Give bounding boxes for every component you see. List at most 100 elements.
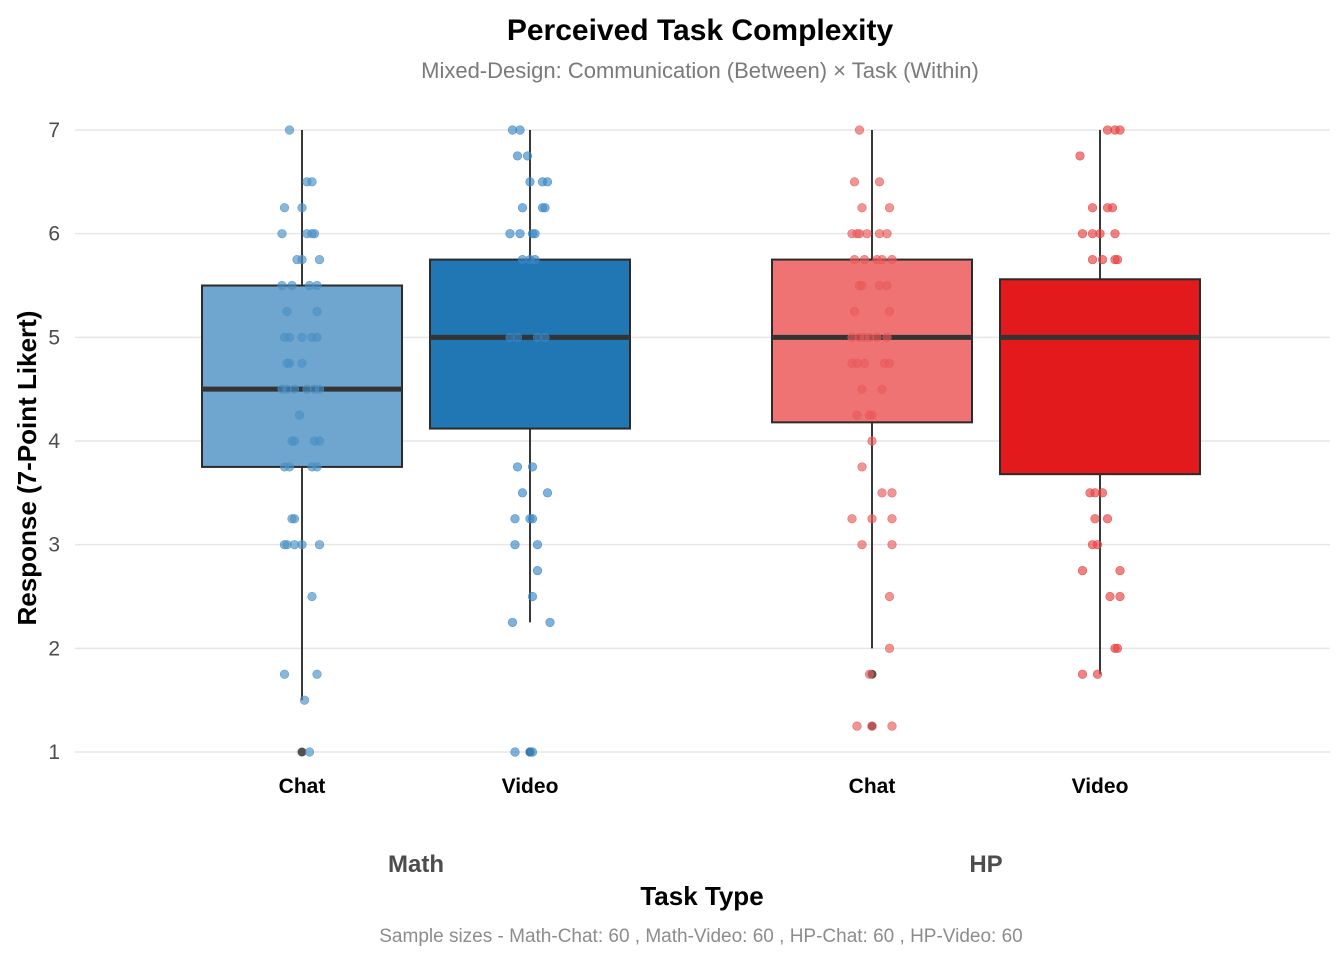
point-math-video-25 [510,514,520,524]
point-math-video-2 [512,151,523,161]
point-math-chat-34 [289,436,300,446]
point-math-chat-20 [297,332,307,342]
point-hp-video-11 [1087,254,1098,265]
facet-labels: Math HP [388,851,1003,878]
point-hp-chat-49 [864,669,875,679]
point-math-video-22 [527,462,538,472]
point-math-video-24 [542,488,553,498]
point-hp-chat-21 [884,306,895,317]
point-hp-video-12 [1097,254,1108,265]
point-hp-chat-38 [867,436,877,446]
chart-subtitle: Mixed-Design: Communication (Between) × … [421,58,979,83]
point-math-video-28 [510,540,520,550]
chart-caption: Sample sizes - Math-Chat: 60 , Math-Vide… [379,926,1023,947]
point-math-video-9 [540,203,550,213]
point-hp-chat-4 [884,203,895,213]
x-tick-label-math-chat: Chat [279,775,326,798]
point-hp-chat-34 [877,384,887,394]
point-hp-chat-50 [852,721,862,731]
point-hp-chat-47 [884,591,895,602]
point-math-video-3 [522,151,533,161]
point-hp-video-19 [1102,514,1113,524]
facet-label-math: Math [388,851,444,878]
x-axis-label: Task Type [640,881,763,911]
point-hp-chat-8 [862,229,872,239]
point-math-chat-42 [289,514,300,524]
point-math-chat-16 [282,306,292,317]
y-tick-label-2: 2 [48,637,60,660]
box-math-chat [201,284,403,468]
y-axis-ticks: 1 2 3 4 5 6 7 [48,119,60,764]
point-math-video-21 [512,462,523,472]
point-hp-chat-37 [867,410,877,420]
point-hp-video-10 [1110,229,1120,239]
point-hp-chat-14 [877,254,887,265]
y-tick-label-3: 3 [48,534,60,557]
point-hp-chat-20 [849,306,860,317]
x-tick-label-hp-video: Video [1072,775,1129,798]
point-hp-video-18 [1090,514,1100,524]
point-hp-chat-46 [887,540,897,550]
jitter-points [277,125,1125,757]
point-math-chat-25 [297,358,307,368]
point-math-chat-17 [312,306,322,317]
point-math-chat-15 [312,280,322,291]
point-hp-video-3 [1075,151,1085,161]
point-math-video-36 [527,747,538,757]
point-math-video-29 [532,540,543,550]
point-math-chat-47 [314,540,325,550]
point-hp-video-24 [1105,591,1115,602]
point-hp-chat-45 [857,540,867,550]
point-math-chat-49 [279,669,290,679]
point-math-chat-48 [307,591,317,602]
point-hp-chat-30 [859,358,870,368]
point-hp-video-17 [1097,488,1108,498]
point-math-chat-52 [304,747,315,757]
y-tick-label-1: 1 [48,741,60,764]
point-math-chat-12 [277,280,287,291]
point-hp-video-28 [1077,669,1088,679]
point-hp-chat-51 [867,721,877,731]
point-math-video-34 [510,747,520,757]
point-hp-chat-10 [882,229,892,239]
point-hp-chat-43 [867,514,877,524]
facet-label-hp: HP [969,851,1002,878]
y-tick-label-6: 6 [48,223,60,246]
x-tick-label-math-video: Video [502,775,559,798]
point-hp-chat-11 [849,254,860,265]
point-hp-chat-17 [857,280,867,291]
point-hp-chat-12 [859,254,870,265]
point-math-video-16 [530,254,540,265]
y-tick-label-4: 4 [48,430,60,453]
point-hp-chat-2 [874,177,885,187]
point-math-video-23 [517,488,528,498]
box-layer [201,130,1201,757]
x-tick-label-hp-chat: Chat [849,775,896,798]
point-hp-chat-35 [852,410,862,420]
point-math-chat-50 [312,669,322,679]
point-math-chat-32 [294,410,305,420]
point-math-chat-40 [312,462,322,472]
point-math-chat-13 [287,280,297,291]
point-hp-video-7 [1077,229,1088,239]
point-hp-video-2 [1115,125,1125,135]
point-math-chat-51 [299,695,310,705]
point-math-chat-0 [284,125,295,135]
point-hp-chat-15 [887,254,897,265]
point-hp-chat-44 [887,514,897,524]
point-math-chat-19 [284,332,295,342]
point-math-video-4 [525,177,535,187]
point-hp-video-29 [1092,669,1103,679]
point-hp-chat-26 [872,332,882,342]
point-math-video-30 [532,565,543,576]
point-math-chat-11 [314,254,325,265]
point-hp-chat-48 [884,643,895,653]
point-hp-video-27 [1112,643,1123,653]
point-hp-video-25 [1115,591,1125,602]
point-hp-chat-0 [854,125,865,135]
point-math-chat-46 [297,540,307,550]
box-hp-video [999,278,1201,476]
point-math-video-7 [517,203,528,213]
box-math-video [429,258,631,430]
point-hp-chat-42 [847,514,857,524]
